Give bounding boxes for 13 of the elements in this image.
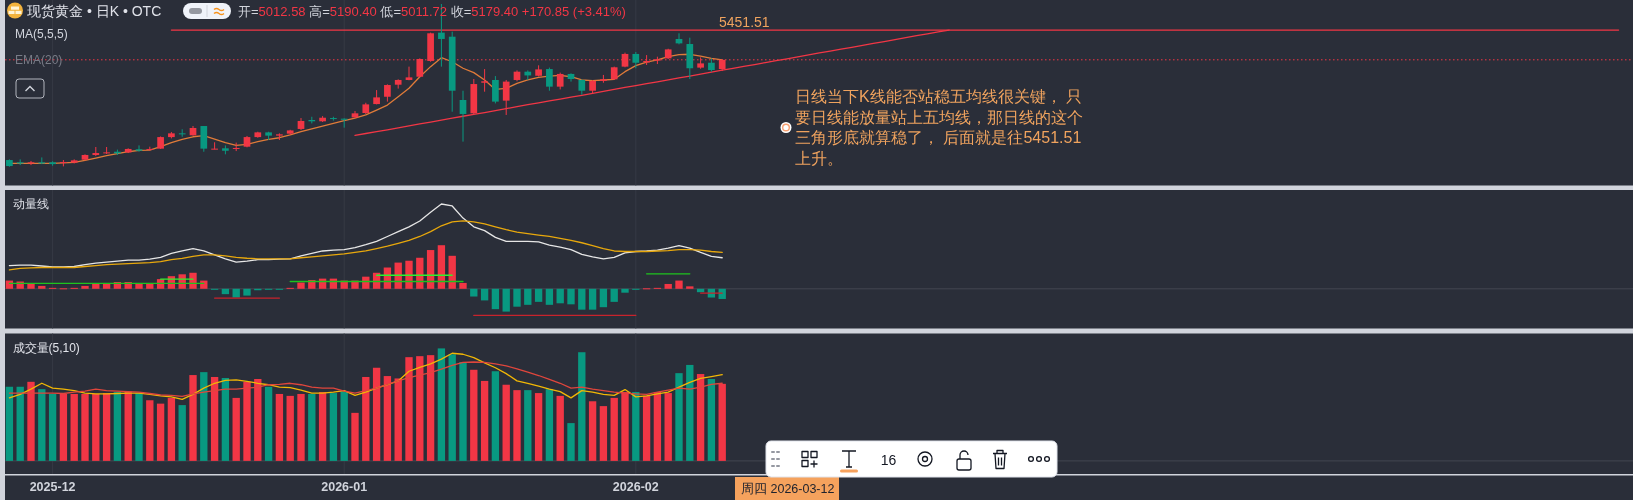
annotation: 5451.51 (719, 14, 770, 31)
x-tick-label: 2026-01 (321, 480, 368, 494)
annotation: MA(5,5,5) (15, 26, 68, 41)
chart-title: 现货黄金 • 日K • OTC (27, 2, 162, 19)
annotation: EMA(20) (15, 52, 63, 67)
chart-title: 成交量(5,10) (12, 340, 80, 355)
x-tick-label: 2026-02 (612, 480, 659, 494)
annotation: 16 (880, 451, 897, 468)
x-tick-label: 2025-12 (29, 480, 76, 494)
annotation: 日线当下K线能否站稳五均线很关键， 只要日线能放量站上五均线，那日线的这个三角形底就算稳了， 后面就是往5451.51上升。 (795, 88, 1083, 168)
chart-title: 动量线 (12, 196, 49, 211)
text: 周四 2026-03-12 (741, 481, 835, 496)
chart-subtitle: 开=5012.58 高=5190.40 低=5011.72 收=5179.40 +170.85 (+3.41%) (238, 3, 626, 19)
